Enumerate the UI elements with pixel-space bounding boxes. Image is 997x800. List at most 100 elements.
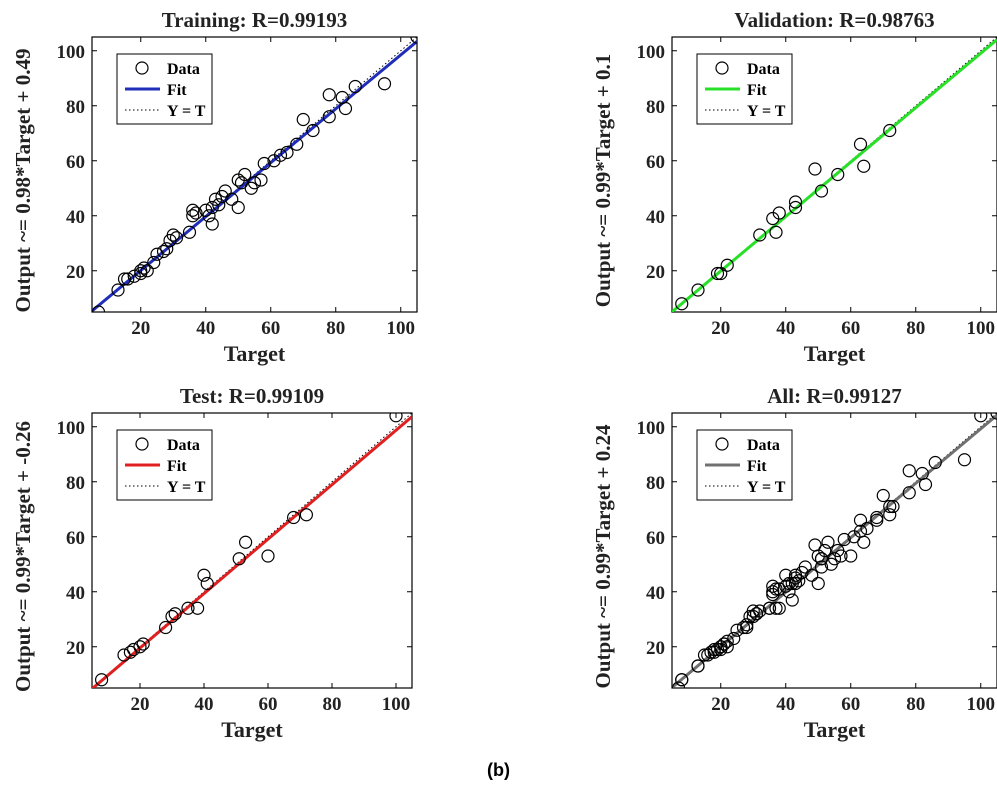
x-axis-label: Target <box>804 341 866 366</box>
data-point <box>205 217 219 231</box>
chart-panel-1: 20 40 60 80 100 20 40 60 80 100 Data Fit Y = T Traini… <box>11 8 418 366</box>
x-tick-label: 100 <box>382 694 411 715</box>
data-point <box>168 607 182 621</box>
data-point <box>225 192 239 206</box>
x-tick-label: 80 <box>906 318 925 339</box>
data-point <box>753 228 767 242</box>
chart-title: Test: R=0.99109 <box>180 384 324 408</box>
data-point <box>691 659 705 673</box>
data-point <box>338 101 353 116</box>
data-point <box>860 521 874 536</box>
data-point <box>918 477 933 492</box>
legend-label-fit: Fit <box>167 458 187 475</box>
data-point <box>691 283 705 297</box>
data-point <box>150 247 164 261</box>
x-axis-label: Target <box>804 717 866 742</box>
y-tick-label: 80 <box>646 97 665 118</box>
x-tick-label: 40 <box>776 694 795 715</box>
chart-title: Training: R=0.99193 <box>162 8 347 32</box>
data-point <box>254 173 268 187</box>
data-point <box>720 258 734 272</box>
data-point <box>831 167 845 182</box>
y-tick-label: 60 <box>646 528 665 549</box>
plot-area <box>672 413 997 688</box>
legend: Data Fit Y = T <box>116 429 213 501</box>
y-tick-label: 100 <box>637 418 666 439</box>
data-point <box>140 264 154 278</box>
data-point <box>772 206 786 220</box>
y-tick-label: 100 <box>57 42 86 63</box>
data-point <box>257 156 271 171</box>
x-axis-label: Target <box>224 341 286 366</box>
data-point <box>957 453 972 467</box>
data-point <box>834 549 848 563</box>
data-point <box>197 568 211 582</box>
data-point <box>928 455 942 470</box>
y-tick-label: 60 <box>66 528 85 549</box>
data-point <box>857 535 871 549</box>
data-point <box>322 110 336 124</box>
legend-label-fit: Fit <box>747 458 767 475</box>
data-point <box>133 640 147 654</box>
data-point <box>121 272 135 286</box>
data-point <box>231 200 245 215</box>
y-axis-label: Output ~= 0.99*Target + -0.26 <box>11 421 35 692</box>
data-point <box>779 568 793 582</box>
data-point <box>808 162 822 176</box>
data-point <box>844 549 858 563</box>
data-point <box>348 79 362 94</box>
data-point <box>675 673 689 687</box>
data-point <box>377 77 392 91</box>
y-tick-label: 20 <box>646 262 665 283</box>
data-point <box>814 552 829 566</box>
data-point <box>189 206 203 220</box>
chart-title: Validation: R=0.98763 <box>734 8 934 32</box>
data-point <box>769 582 783 596</box>
y-axis-label: Output ~= 0.98*Target + 0.49 <box>11 49 35 313</box>
data-point <box>902 486 916 500</box>
plot-area <box>92 413 412 688</box>
data-point <box>165 609 179 624</box>
fit-line <box>672 38 997 312</box>
y-tick-label: 20 <box>66 262 85 283</box>
data-point <box>182 225 197 239</box>
chart-panel-2: 20 40 60 80 100 20 40 60 80 100 Data Fit Y = T Valida… <box>591 8 997 366</box>
data-point <box>811 576 825 591</box>
data-point <box>166 228 180 242</box>
data-point <box>814 560 829 574</box>
data-point <box>740 618 754 632</box>
legend: Data Fit Y = T <box>696 53 793 125</box>
x-axis-label: Target <box>221 717 283 742</box>
data-point <box>827 552 842 566</box>
data-point <box>876 488 890 503</box>
data-point <box>191 601 205 615</box>
data-point <box>205 200 219 215</box>
y-tick-label: 40 <box>66 583 85 604</box>
legend: Data Fit Y = T <box>116 53 213 125</box>
data-point <box>870 510 884 525</box>
data-point <box>186 203 200 217</box>
data-point <box>788 195 803 209</box>
data-point <box>234 176 249 190</box>
x-tick-label: 20 <box>711 694 730 715</box>
data-point <box>111 283 125 297</box>
data-point <box>290 137 304 151</box>
plot-area <box>672 37 997 312</box>
x-tick-label: 40 <box>196 318 215 339</box>
data-point <box>261 549 275 563</box>
y-tick-label: 80 <box>646 473 665 494</box>
data-point <box>870 513 884 527</box>
data-point <box>273 148 288 162</box>
chart-panel-4: 20 40 60 80 100 20 40 60 80 100 Data Fit Y = T All: R… <box>591 384 997 742</box>
data-point <box>788 200 803 215</box>
y-tick-label: 60 <box>646 152 665 173</box>
fit-line <box>672 414 997 688</box>
y-tick-label: 40 <box>646 583 665 604</box>
data-point <box>821 535 835 549</box>
y-tick-label: 20 <box>646 638 665 659</box>
data-point <box>769 225 783 239</box>
data-point <box>202 209 216 223</box>
data-point <box>200 576 214 591</box>
data-point <box>707 642 721 657</box>
legend-label-fit: Fit <box>167 82 187 99</box>
